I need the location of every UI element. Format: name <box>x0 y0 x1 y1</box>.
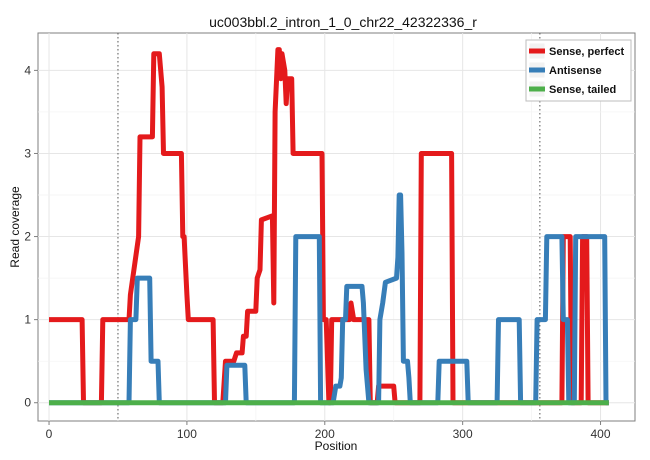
y-tick-label: 3 <box>24 146 31 160</box>
x-tick-label: 300 <box>453 427 473 441</box>
series-lines <box>49 47 609 406</box>
y-tick-label: 0 <box>24 396 31 410</box>
x-tick-label: 100 <box>177 427 197 441</box>
chart-title: uc003bbl.2_intron_1_0_chr22_42322336_r <box>209 14 477 30</box>
y-axis-title: Read coverage <box>8 186 22 268</box>
x-axis: 0 100 200 300 400 <box>46 421 611 441</box>
x-tick-label: 400 <box>591 427 611 441</box>
series-line-antisense <box>49 192 609 406</box>
legend-label: Sense, perfect <box>549 46 625 58</box>
grid-lines <box>38 33 635 421</box>
x-axis-title: Position <box>315 439 358 453</box>
legend: Sense, perfect Antisense Sense, tailed <box>525 39 632 102</box>
x-tick-label: 0 <box>46 427 53 441</box>
y-tick-label: 4 <box>24 63 31 77</box>
y-tick-label: 1 <box>24 313 31 327</box>
y-tick-label: 2 <box>24 230 31 244</box>
x-tick-label: 200 <box>315 427 335 441</box>
y-axis: 0 1 2 3 4 <box>24 63 38 410</box>
legend-label: Antisense <box>549 65 602 77</box>
legend-label: Sense, tailed <box>549 84 616 96</box>
